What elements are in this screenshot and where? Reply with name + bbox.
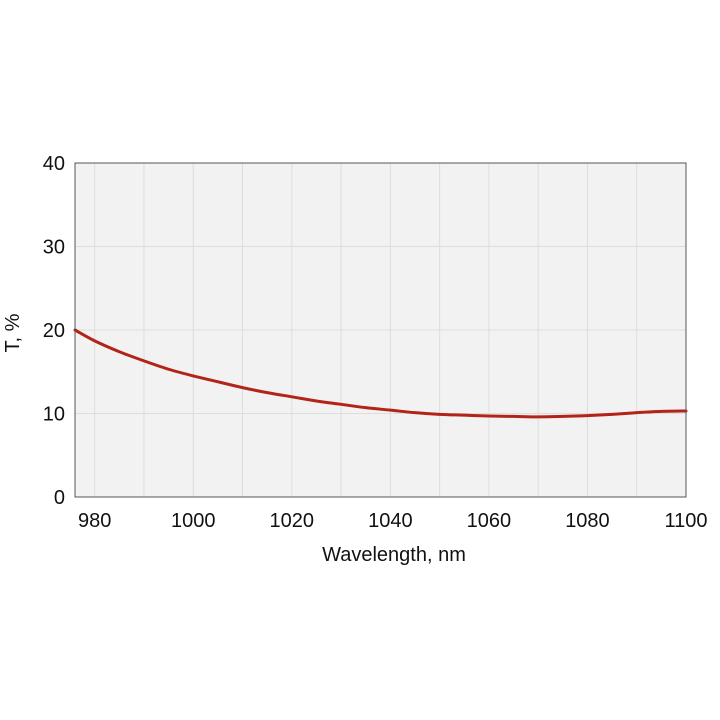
transmission-curve (73, 328, 688, 419)
y-tick-label: 30 (43, 237, 65, 259)
x-tick-label: 1020 (270, 510, 315, 532)
x-tick-label: 1100 (664, 510, 707, 532)
x-tick-label: 1000 (171, 510, 216, 532)
y-tick-label: 40 (43, 153, 65, 175)
y-axis-title: T, % (2, 313, 24, 352)
gridlines (75, 163, 686, 497)
x-tick-label: 1080 (565, 510, 610, 532)
x-tick-label: 980 (78, 510, 111, 532)
y-tick-label: 20 (43, 320, 65, 342)
y-axis-ticks: 0 10 20 30 40 (43, 153, 65, 509)
y-tick-label: 10 (43, 404, 65, 426)
x-tick-label: 1040 (368, 510, 413, 532)
plot-frame (74, 162, 687, 498)
y-tick-label: 0 (54, 487, 65, 509)
x-tick-label: 1060 (467, 510, 512, 532)
x-axis-ticks: 980 1000 1020 1040 1060 1080 1100 (78, 510, 707, 532)
x-axis-title: Wavelength, nm (322, 544, 466, 566)
